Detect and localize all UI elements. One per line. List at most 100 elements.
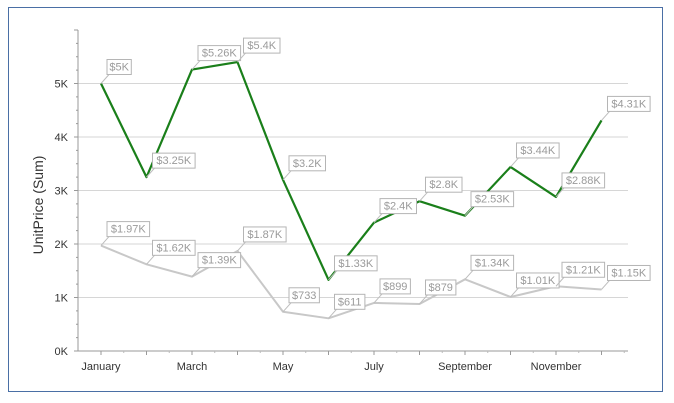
data-label-box bbox=[379, 278, 411, 295]
data-label-leader bbox=[328, 270, 337, 281]
series-lines bbox=[100, 60, 603, 320]
data-label-text: $5.4K bbox=[247, 40, 276, 52]
data-label-text: $4.31K bbox=[611, 98, 647, 110]
data-label-leader bbox=[237, 241, 246, 252]
data-label: $1.87K bbox=[237, 226, 287, 252]
data-label-box bbox=[243, 37, 281, 54]
data-label-leader bbox=[419, 294, 428, 305]
data-label-text: $3.25K bbox=[156, 155, 192, 167]
data-label-leader bbox=[282, 170, 292, 181]
data-label-box bbox=[561, 172, 606, 189]
data-label-box bbox=[288, 155, 326, 172]
y-axis-title: UnitPrice (Sum) bbox=[30, 156, 46, 255]
data-label: $3.44K bbox=[510, 142, 560, 168]
data-label-text: $1.01K bbox=[520, 275, 556, 287]
data-label-text: $1.87K bbox=[247, 229, 283, 241]
data-label-box bbox=[288, 287, 320, 304]
data-label-text: $1.34K bbox=[475, 257, 511, 269]
y-tick-label: 3K bbox=[55, 186, 69, 198]
y-tick-label: 5K bbox=[55, 79, 69, 91]
data-label-text: $2.88K bbox=[566, 175, 602, 187]
data-label: $2.4K bbox=[373, 198, 417, 223]
data-label-leader bbox=[555, 187, 565, 198]
data-label-box bbox=[425, 176, 463, 193]
data-label-box bbox=[379, 198, 417, 215]
data-label-leader bbox=[510, 287, 519, 298]
data-label-text: $5K bbox=[109, 62, 129, 74]
data-label-box bbox=[470, 191, 515, 208]
data-label: $1.62K bbox=[146, 239, 196, 265]
data-label: $1.34K bbox=[464, 254, 515, 280]
data-label-box bbox=[607, 95, 651, 112]
data-label: $5.26K bbox=[191, 45, 242, 70]
data-label: $879 bbox=[419, 279, 457, 305]
y-tick-label: 4K bbox=[55, 132, 69, 144]
data-label-leader bbox=[464, 206, 474, 216]
data-label: $1.39K bbox=[191, 252, 242, 277]
data-label-leader bbox=[419, 191, 428, 202]
data-label-leader bbox=[555, 276, 565, 287]
data-label-box bbox=[607, 264, 651, 281]
data-label-box bbox=[334, 255, 378, 272]
data-label-box bbox=[425, 279, 457, 296]
data-label-box bbox=[516, 142, 560, 159]
data-label-leader bbox=[100, 236, 110, 246]
data-label: $5K bbox=[100, 59, 132, 84]
x-tick-label: March bbox=[177, 361, 208, 373]
data-label-box bbox=[243, 226, 287, 243]
y-tick-label: 2K bbox=[55, 239, 69, 251]
data-label-text: $3.2K bbox=[293, 158, 322, 170]
data-label: $1.97K bbox=[100, 221, 151, 246]
data-label: $899 bbox=[373, 278, 411, 304]
series-line-0 bbox=[100, 60, 603, 281]
axes: 0K 1K 2K 3K 4K 5K January March May July September… bbox=[55, 29, 628, 373]
data-label-leader bbox=[601, 111, 610, 121]
data-label-text: $1.97K bbox=[111, 224, 147, 236]
y-tick-label: 1K bbox=[55, 293, 69, 305]
data-label-leader bbox=[191, 267, 201, 277]
data-label-text: $1.33K bbox=[338, 258, 374, 270]
y-tick-label: 0K bbox=[55, 346, 69, 358]
data-label-box bbox=[197, 252, 242, 269]
data-label: $2.8K bbox=[419, 176, 463, 202]
data-label-text: $611 bbox=[338, 296, 362, 308]
data-label-box bbox=[334, 293, 366, 310]
data-label-leader bbox=[510, 157, 519, 168]
data-label-text: $2.53K bbox=[475, 194, 511, 206]
x-tick-label: September bbox=[438, 361, 492, 373]
data-label: $3.2K bbox=[282, 155, 326, 181]
data-labels: $5K $3.25K $5.26K $5.4K $3.2K $1.33K $2.4K $2.8… bbox=[100, 37, 651, 319]
x-tick-label: November bbox=[531, 361, 582, 373]
data-label-text: $879 bbox=[428, 282, 452, 294]
data-label-text: $2.8K bbox=[429, 179, 458, 191]
data-label-text: $1.15K bbox=[611, 267, 647, 279]
data-label-text: $2.4K bbox=[384, 201, 413, 213]
data-label-box bbox=[106, 221, 151, 238]
data-label: $2.53K bbox=[464, 191, 515, 216]
data-label-text: $5.26K bbox=[202, 48, 238, 60]
data-label-leader bbox=[146, 254, 155, 265]
data-label-leader bbox=[373, 213, 383, 223]
data-label: $1.21K bbox=[555, 261, 606, 287]
data-label-leader bbox=[328, 308, 337, 319]
data-label-text: $899 bbox=[383, 281, 407, 293]
data-label-leader bbox=[237, 52, 246, 63]
data-label-leader bbox=[282, 302, 292, 313]
x-tick-label: May bbox=[273, 361, 294, 373]
data-label-leader bbox=[601, 280, 610, 290]
data-label-text: $3.44K bbox=[520, 145, 556, 157]
data-label-box bbox=[516, 272, 560, 289]
data-label-leader bbox=[191, 60, 201, 70]
series-line-1 bbox=[100, 244, 602, 320]
data-label-box bbox=[561, 261, 606, 278]
data-label-box bbox=[152, 152, 196, 169]
data-label-box bbox=[152, 239, 196, 256]
data-label-box bbox=[197, 45, 242, 62]
data-label: $611 bbox=[328, 293, 366, 319]
data-label-text: $1.39K bbox=[202, 255, 238, 267]
data-label: $3.25K bbox=[146, 152, 196, 178]
data-label: $733 bbox=[282, 287, 320, 313]
data-label-text: $733 bbox=[292, 290, 316, 302]
data-label-leader bbox=[146, 167, 155, 178]
